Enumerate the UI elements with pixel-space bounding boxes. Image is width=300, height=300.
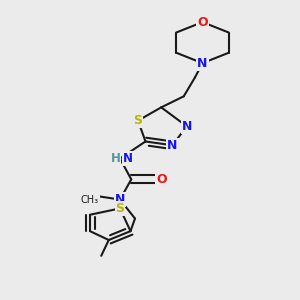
Text: N: N bbox=[197, 57, 208, 70]
Text: N: N bbox=[115, 193, 125, 206]
Text: O: O bbox=[156, 173, 166, 186]
Text: CH₃: CH₃ bbox=[81, 195, 99, 205]
Text: H: H bbox=[111, 152, 120, 165]
Text: N: N bbox=[167, 139, 178, 152]
Text: N: N bbox=[182, 120, 192, 133]
Text: N: N bbox=[123, 152, 133, 165]
Text: S: S bbox=[116, 202, 124, 215]
Text: S: S bbox=[134, 114, 142, 127]
Text: O: O bbox=[197, 16, 208, 28]
